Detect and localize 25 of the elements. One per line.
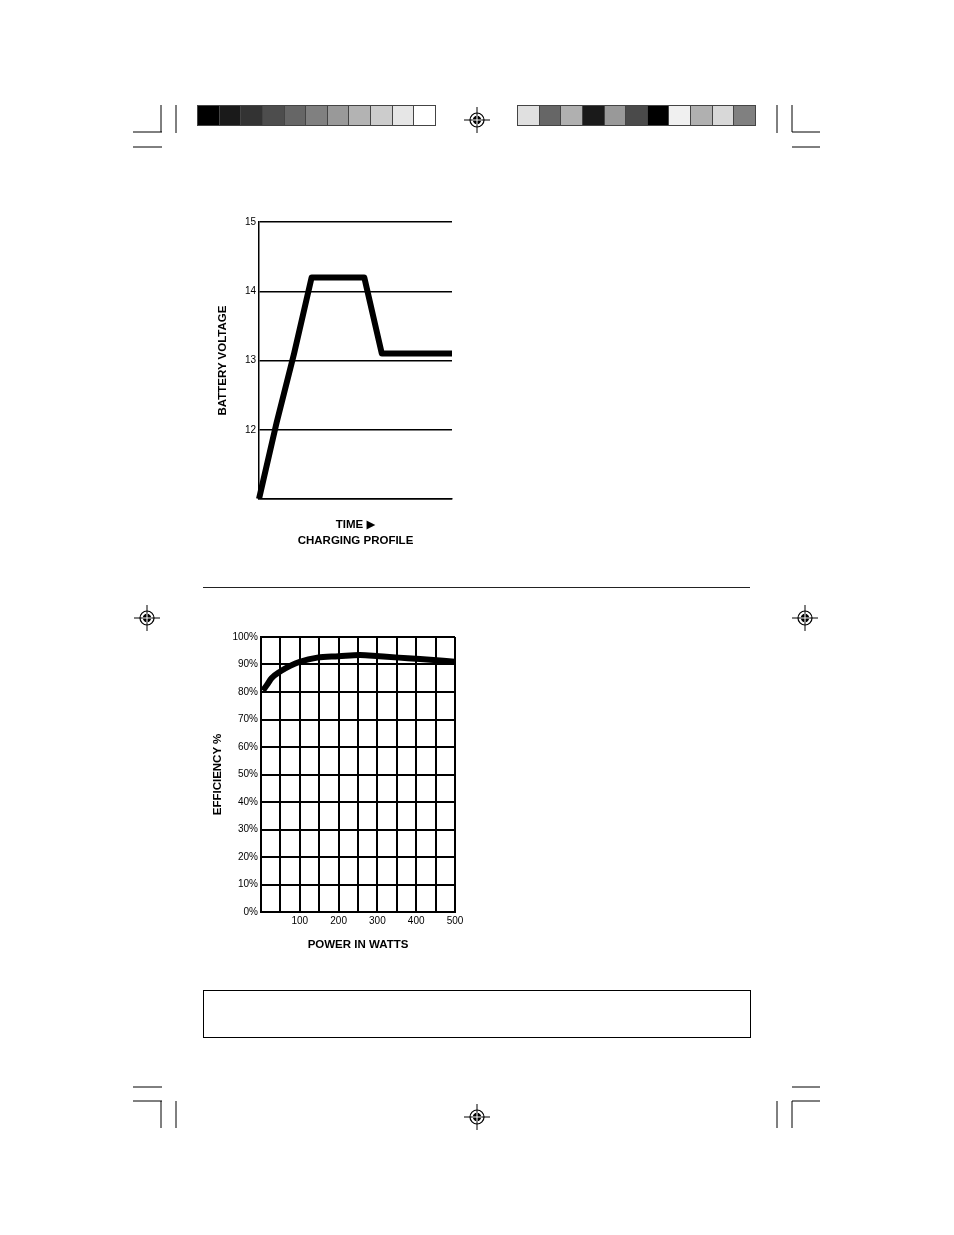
x-tick-label: 100 — [291, 914, 309, 926]
text: CHARGING PROFILE — [296, 533, 415, 547]
y-tick-label: 15 — [244, 215, 257, 227]
x-tick-label: 500 — [446, 914, 464, 926]
y-tick-label: 13 — [244, 354, 257, 366]
y-tick-label: 100% — [232, 630, 259, 642]
y-tick-label: 10% — [237, 878, 259, 890]
x-tick-label: 200 — [330, 914, 348, 926]
y-tick-label: 50% — [237, 768, 259, 780]
y-axis-title: BATTERY VOLTAGE — [216, 305, 229, 416]
x-axis-title: TIME ▶ — [335, 518, 376, 531]
y-tick-label: 20% — [237, 850, 259, 862]
y-tick-label: 90% — [237, 658, 259, 670]
x-tick-label: 300 — [369, 914, 387, 926]
x-axis-title: POWER IN WATTS — [307, 938, 409, 951]
x-tick-label: 400 — [407, 914, 425, 926]
y-tick-label: 80% — [237, 685, 259, 697]
y-axis-title: EFFICIENCY % — [211, 733, 224, 816]
y-tick-label: 0% — [243, 905, 259, 917]
y-tick-label: 70% — [237, 713, 259, 725]
y-tick-label: 14 — [244, 285, 257, 296]
y-tick-label: 60% — [237, 740, 259, 752]
y-tick-label: 40% — [237, 795, 259, 807]
y-tick-label: 30% — [237, 823, 259, 835]
y-tick-label: 12 — [244, 423, 257, 435]
